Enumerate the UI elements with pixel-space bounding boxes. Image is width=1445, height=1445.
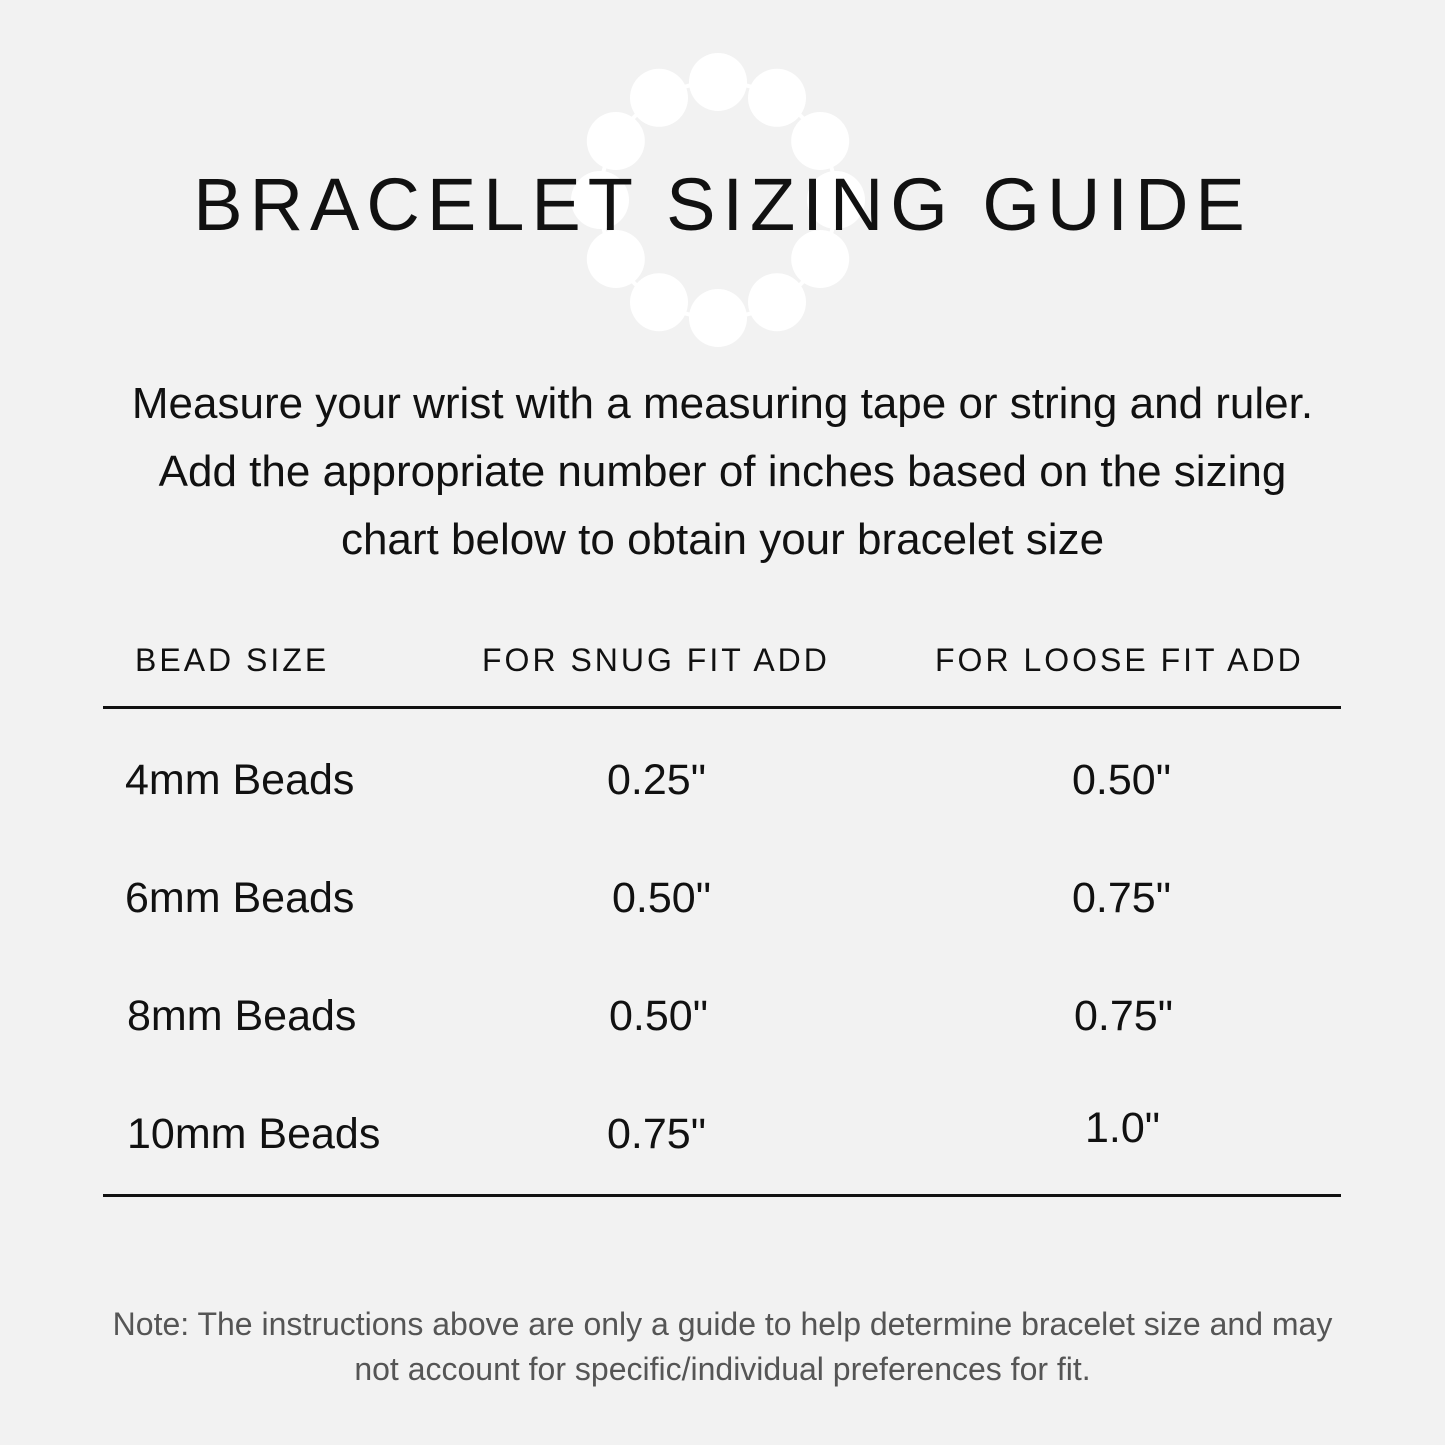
instructions-text: Measure your wrist with a measuring tape…: [131, 379, 1314, 564]
snug-fit-cell: 0.50": [609, 992, 708, 1040]
bead-size-cell: 10mm Beads: [127, 1110, 381, 1158]
bead-size-cell: 8mm Beads: [127, 992, 357, 1040]
bead-size-cell: 4mm Beads: [125, 756, 355, 804]
header-bead-size: BEAD SIZE: [135, 642, 330, 678]
header-snug-fit: FOR SNUG FIT ADD: [482, 642, 830, 678]
bead-icon: [586, 112, 645, 170]
table-bottom-rule: [103, 1194, 1341, 1197]
bead-icon: [689, 53, 747, 111]
bead-icon: [630, 68, 688, 127]
snug-fit-cell: 0.50": [612, 874, 711, 922]
bead-icon: [748, 68, 806, 127]
loose-fit-cell: 0.75": [1074, 992, 1173, 1040]
bead-bracelet-icon: [571, 53, 865, 347]
bead-icon: [791, 112, 850, 170]
snug-fit-cell: 0.25": [607, 756, 706, 804]
table-top-rule: [103, 706, 1341, 709]
bead-icon: [689, 289, 747, 347]
header-loose-fit: FOR LOOSE FIT ADD: [935, 642, 1304, 678]
bead-icon: [630, 273, 688, 332]
loose-fit-cell: 0.75": [1072, 874, 1171, 922]
bead-icon: [586, 230, 645, 288]
page-title: BRACELET SIZING GUIDE: [193, 163, 1252, 246]
snug-fit-cell: 0.75": [607, 1110, 706, 1158]
bead-icon: [748, 273, 806, 332]
disclaimer-note: Note: The instructions above are only a …: [112, 1306, 1333, 1387]
bead-icon: [807, 171, 865, 229]
loose-fit-cell: 1.0": [1085, 1104, 1161, 1152]
bead-icon: [791, 230, 850, 288]
loose-fit-cell: 0.50": [1072, 756, 1171, 804]
bead-size-cell: 6mm Beads: [125, 874, 355, 922]
bead-icon: [571, 171, 629, 229]
